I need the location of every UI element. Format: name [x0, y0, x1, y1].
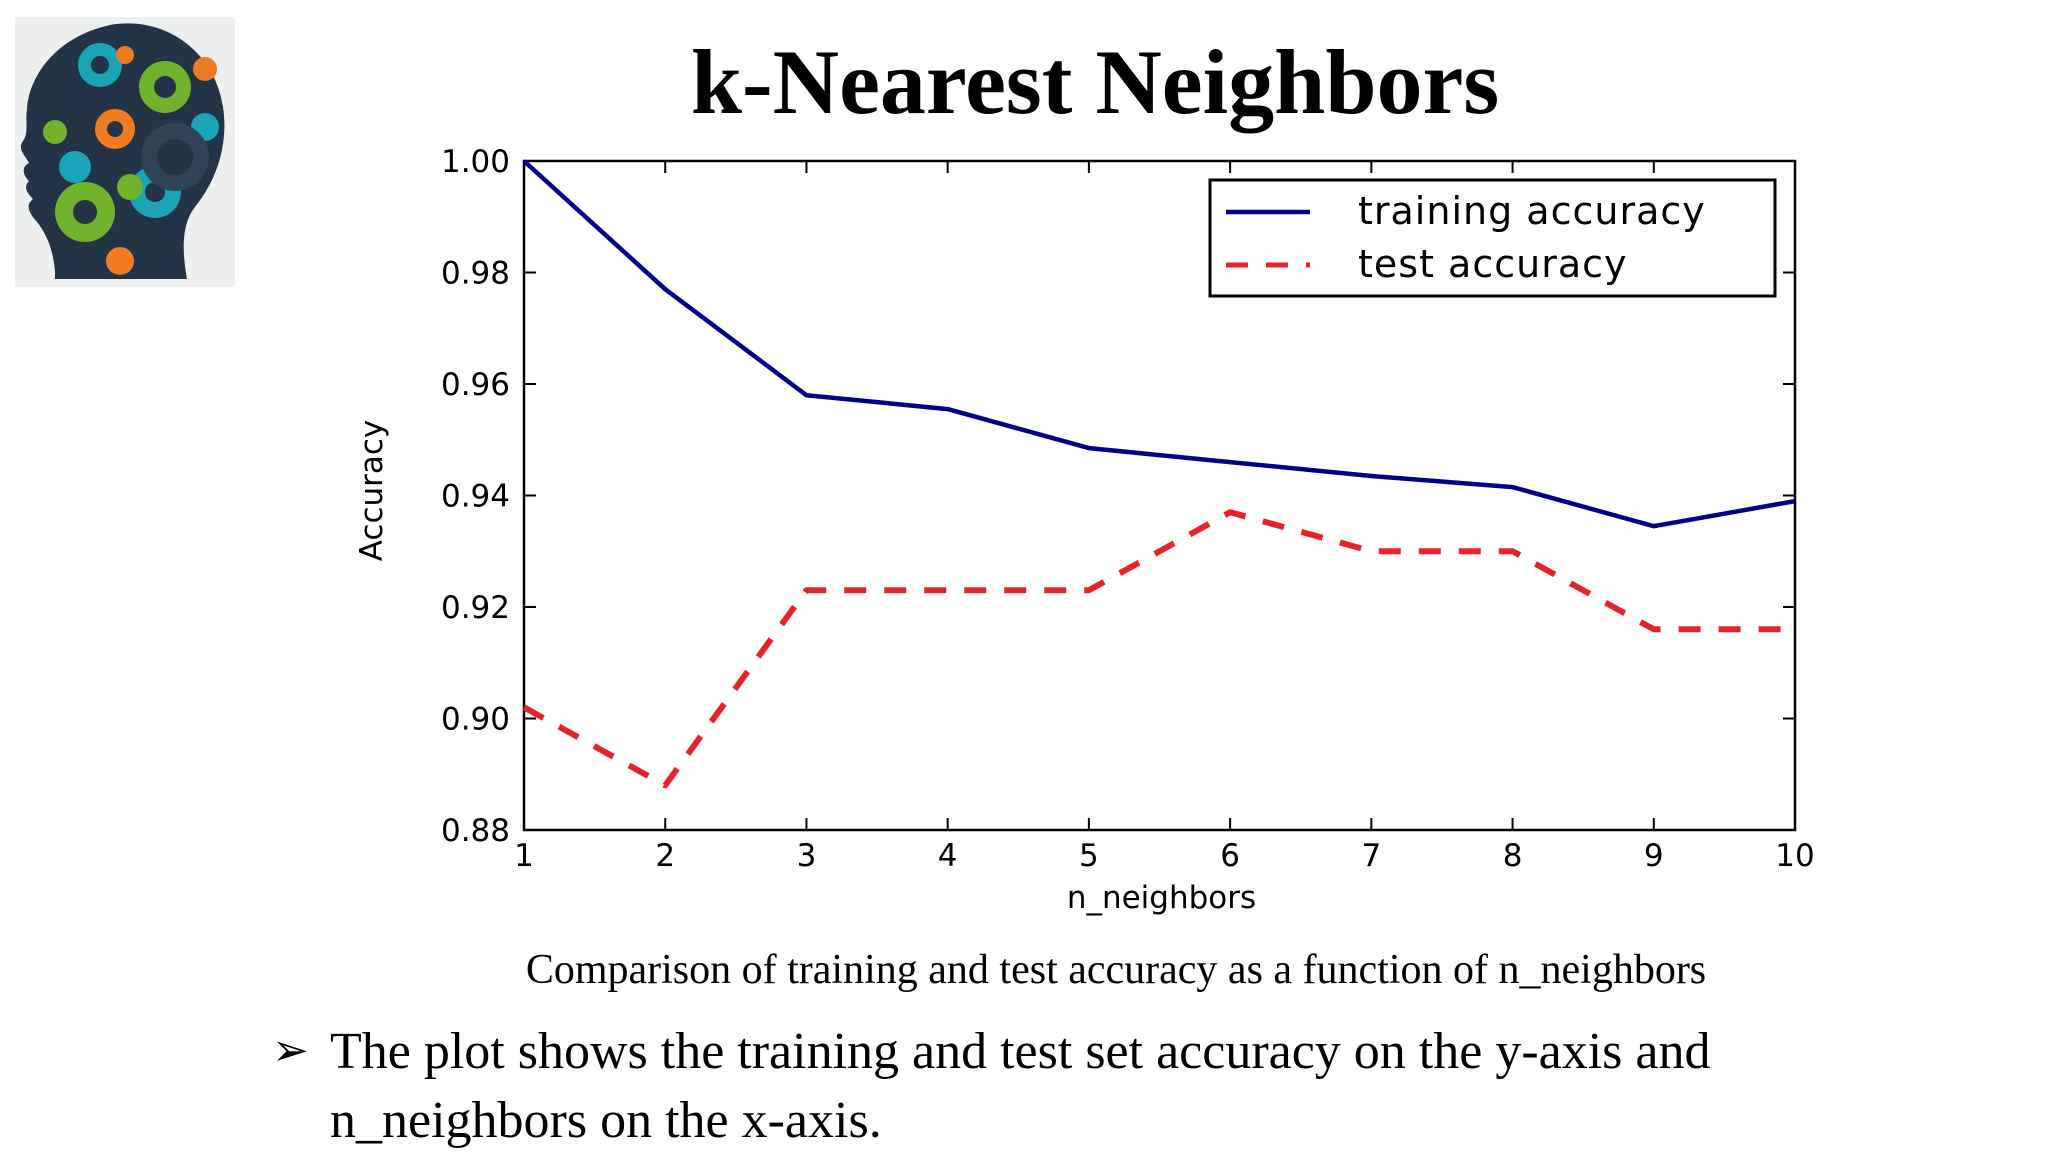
y-tick-label: 0.96 [441, 367, 510, 403]
y-tick-label: 0.98 [441, 256, 510, 292]
x-tick-label: 3 [797, 838, 817, 874]
series-line-test [524, 512, 1795, 785]
y-tick-label: 0.90 [441, 702, 510, 738]
y-tick-label: 0.92 [441, 590, 510, 626]
x-axis-label: n_neighbors [1067, 880, 1256, 916]
chart: 0.88 0.90 0.92 0.94 0.96 0.98 1.00 1 2 3 4 5 6 7 8 9 10 n… [330, 130, 1850, 930]
x-tick-label: 1 [514, 838, 534, 874]
x-tick-label: 7 [1361, 838, 1381, 874]
chart-legend: training accuracy test accuracy [1210, 180, 1775, 296]
x-tick-label: 2 [655, 838, 675, 874]
bullet-point: ➢ The plot shows the training and test s… [272, 1018, 1772, 1155]
y-tick-label: 0.94 [441, 479, 510, 515]
legend-label: training accuracy [1358, 189, 1706, 233]
x-tick-label: 5 [1079, 838, 1099, 874]
figure-caption: Comparison of training and test accuracy… [0, 946, 2048, 994]
x-tick-label: 4 [938, 838, 958, 874]
chart-svg: 0.88 0.90 0.92 0.94 0.96 0.98 1.00 1 2 3 4 5 6 7 8 9 10 n… [330, 130, 1850, 930]
y-tick-label: 0.88 [441, 813, 510, 849]
bullet-text: The plot shows the training and test set… [330, 1018, 1772, 1155]
x-tick-label: 6 [1220, 838, 1240, 874]
legend-label: test accuracy [1358, 242, 1628, 286]
y-axis-label: Accuracy [354, 420, 390, 562]
x-tick-label: 10 [1775, 838, 1814, 874]
x-tick-label: 9 [1644, 838, 1664, 874]
slide-title: k-Nearest Neighbors [0, 36, 2048, 128]
y-tick-label: 1.00 [441, 144, 510, 180]
arrow-bullet-icon: ➢ [272, 1018, 330, 1080]
x-tick-label: 8 [1503, 838, 1523, 874]
